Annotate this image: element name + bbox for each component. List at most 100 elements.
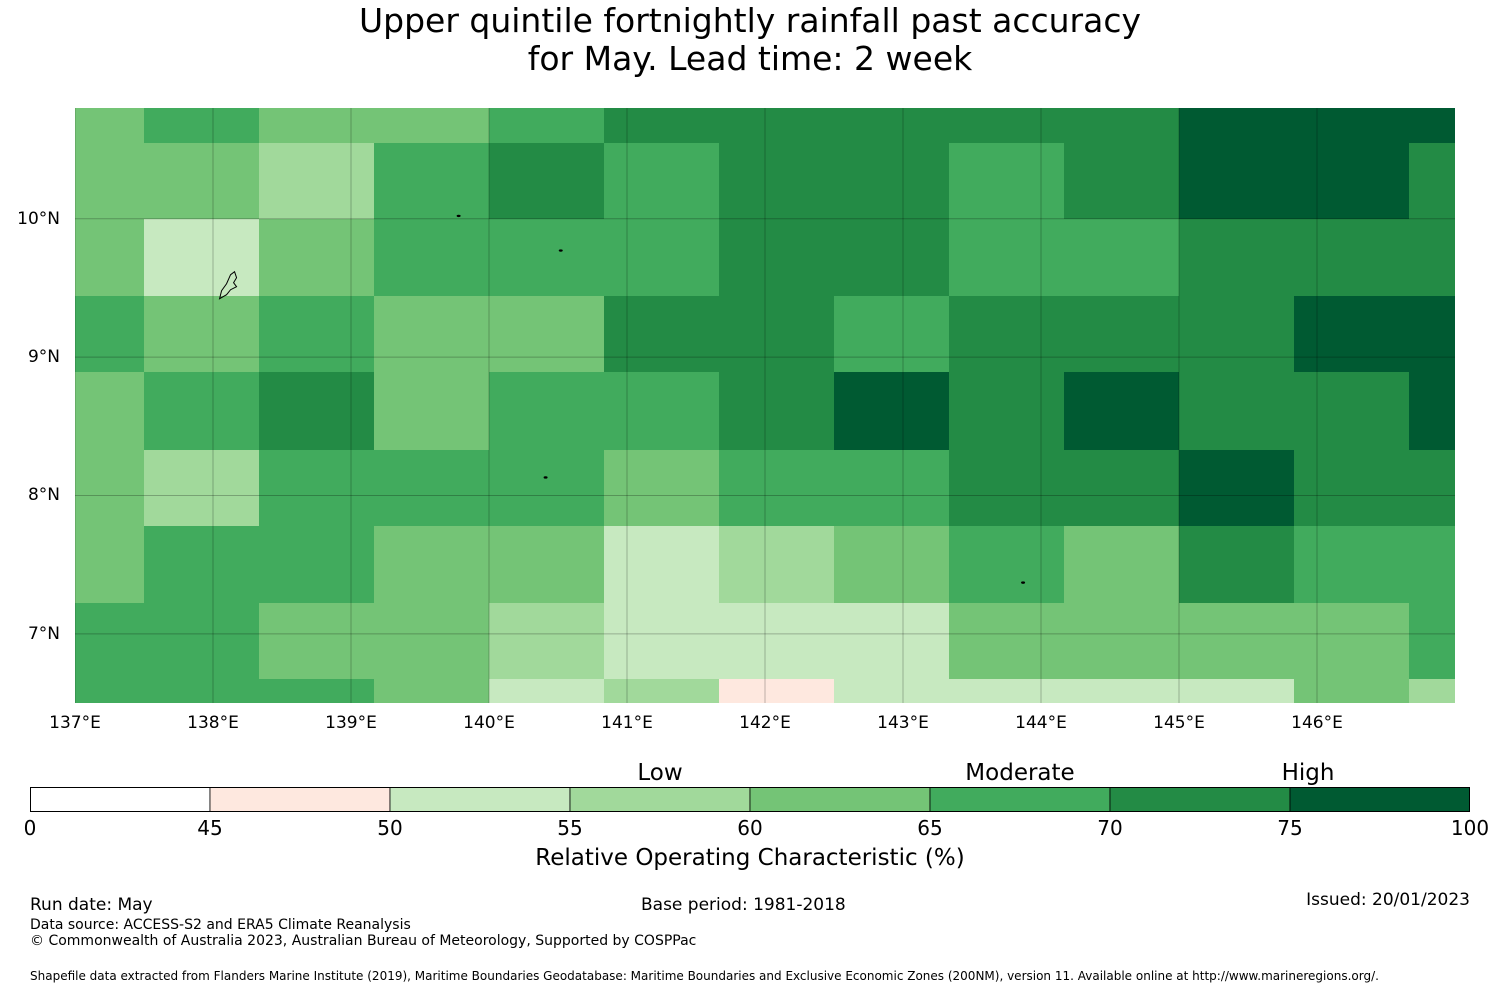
roc-cell (719, 108, 834, 143)
roc-cell (1064, 219, 1179, 296)
roc-cell (1409, 219, 1455, 296)
roc-cell (604, 143, 719, 219)
colorbar-tick-label: 50 (377, 816, 403, 840)
colorbar-tick-label: 65 (917, 816, 943, 840)
roc-cell (1064, 526, 1179, 603)
roc-cell (374, 219, 489, 296)
roc-cell (489, 219, 604, 296)
chart-title: Upper quintile fortnightly rainfall past… (0, 2, 1500, 78)
island-outline (218, 270, 238, 300)
roc-cell (949, 450, 1064, 526)
colorbar-segment (1289, 787, 1470, 812)
roc-cell (489, 526, 604, 603)
roc-cell (949, 108, 1064, 143)
roc-cell (489, 679, 604, 703)
roc-cell (1294, 450, 1409, 526)
roc-cell (1409, 143, 1455, 219)
colorbar-segment (30, 787, 211, 812)
roc-cell (1294, 603, 1409, 679)
data-source: Data source: ACCESS-S2 and ERA5 Climate … (30, 917, 411, 933)
roc-cell (834, 219, 949, 296)
roc-cell (75, 108, 144, 143)
colorbar-segment (569, 787, 751, 812)
roc-cell (259, 372, 374, 450)
map-gridlines (75, 108, 1455, 703)
roc-cell (374, 372, 489, 450)
roc-cell (144, 679, 259, 703)
roc-cell (75, 526, 144, 603)
roc-cell (1179, 603, 1294, 679)
roc-cell (834, 108, 949, 143)
roc-cell (75, 219, 144, 296)
roc-cell (374, 679, 489, 703)
roc-cell (259, 143, 374, 219)
lon-tick-label: 141°E (601, 713, 653, 733)
colorbar-segment (389, 787, 571, 812)
roc-cell (259, 108, 374, 143)
base-period: Base period: 1981-2018 (641, 895, 846, 915)
colorbar-segment (929, 787, 1111, 812)
lon-tick-label: 144°E (1015, 713, 1067, 733)
colorbar (30, 787, 1470, 812)
colorbar-segment (1109, 787, 1291, 812)
roc-cell (1179, 372, 1294, 450)
roc-cell (1064, 450, 1179, 526)
roc-cell (1409, 603, 1455, 679)
roc-cell (834, 679, 949, 703)
roc-cell (374, 526, 489, 603)
chart-title-line-1: Upper quintile fortnightly rainfall past… (358, 1, 1142, 40)
roc-cell (604, 219, 719, 296)
roc-cell (489, 108, 604, 143)
roc-cell (259, 450, 374, 526)
lat-tick-label: 9°N (27, 347, 60, 368)
roc-cell (604, 450, 719, 526)
issued-date: Issued: 20/01/2023 (1306, 890, 1470, 910)
roc-cell (1064, 603, 1179, 679)
colorbar-tick-label: 45 (197, 816, 223, 840)
colorbar-segment (209, 787, 391, 812)
roc-cell (1179, 143, 1294, 219)
roc-cell (374, 603, 489, 679)
roc-cell (75, 143, 144, 219)
colorbar-tick-label: 60 (737, 816, 763, 840)
roc-cell (144, 108, 259, 143)
shapefile-credit: Shapefile data extracted from Flanders M… (30, 969, 1379, 983)
roc-grid-cells (75, 108, 1455, 703)
roc-cell (489, 296, 604, 372)
roc-cell (144, 219, 259, 296)
roc-cell (259, 603, 374, 679)
roc-cell (949, 143, 1064, 219)
roc-cell (1064, 108, 1179, 143)
roc-cell (949, 219, 1064, 296)
roc-cell (719, 143, 834, 219)
island-outlines (218, 214, 1026, 584)
skill-category-label: Moderate (965, 760, 1075, 786)
lat-tick-label: 7°N (27, 623, 60, 644)
roc-cell (75, 679, 144, 703)
colorbar-tick-label: 75 (1277, 816, 1303, 840)
lat-tick-label: 10°N (17, 208, 60, 229)
island-outline (558, 249, 563, 252)
roc-cell (259, 679, 374, 703)
roc-cell (1294, 219, 1409, 296)
lat-tick-label: 8°N (27, 485, 60, 506)
roc-cell (719, 372, 834, 450)
colorbar-tick-label: 100 (1450, 816, 1490, 840)
roc-map (75, 108, 1455, 703)
roc-cell (1179, 219, 1294, 296)
roc-cell (1179, 108, 1294, 143)
roc-cell (604, 108, 719, 143)
roc-cell (949, 603, 1064, 679)
roc-cell (144, 372, 259, 450)
roc-cell (489, 372, 604, 450)
lon-tick-label: 139°E (325, 713, 377, 733)
roc-cell (144, 143, 259, 219)
roc-cell (374, 143, 489, 219)
chart-title-line-2: for May. Lead time: 2 week (527, 39, 973, 78)
roc-cell (1179, 296, 1294, 372)
roc-cell (604, 603, 719, 679)
skill-category-label: Low (637, 760, 683, 786)
roc-cell (604, 296, 719, 372)
roc-cell (75, 296, 144, 372)
island-outline (1021, 581, 1026, 584)
